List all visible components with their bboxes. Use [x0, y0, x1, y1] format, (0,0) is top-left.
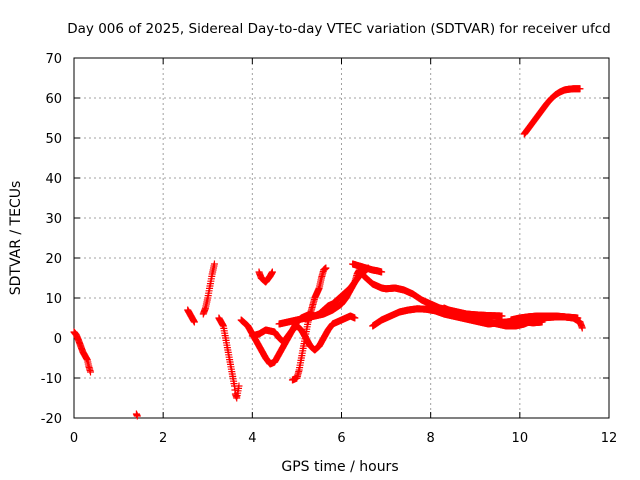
x-tick-label: 12	[601, 431, 618, 446]
series-arc-10	[275, 266, 506, 328]
chart-title: Day 006 of 2025, Sidereal Day-to-day VTE…	[67, 21, 610, 37]
data-point	[378, 268, 386, 276]
data-point	[576, 85, 584, 93]
y-tick-label: 50	[45, 132, 62, 147]
data-point	[190, 318, 198, 326]
y-tick-label: 40	[45, 172, 62, 187]
series-arc-2	[132, 410, 141, 420]
series-arc-8	[255, 268, 276, 286]
data-point	[210, 260, 218, 268]
y-tick-label: -10	[41, 372, 62, 387]
y-tick-label: 0	[54, 332, 62, 347]
y-tick-label: 20	[45, 252, 62, 267]
series-arc-11	[349, 260, 386, 276]
data-point	[322, 264, 330, 272]
x-tick-label: 6	[337, 431, 345, 446]
x-tick-label: 2	[159, 431, 167, 446]
y-tick-label: 60	[45, 92, 62, 107]
x-tick-label: 4	[248, 431, 256, 446]
series-arc-5	[215, 314, 243, 402]
x-tick-label: 10	[512, 431, 529, 446]
data-point	[86, 368, 94, 376]
series-arc-14	[507, 312, 586, 332]
data-point	[235, 382, 243, 390]
data-point	[351, 314, 359, 322]
y-tick-label: -20	[41, 412, 62, 427]
series-arc-9	[288, 264, 330, 384]
x-axis-label: GPS time / hours	[281, 459, 398, 475]
data-point	[133, 412, 141, 420]
series-arc-1	[70, 328, 94, 376]
series-arc-15	[520, 85, 584, 138]
grid-lines	[74, 58, 609, 418]
x-tick-label: 8	[427, 431, 435, 446]
series-arc-3	[184, 306, 198, 326]
x-tick-label: 0	[70, 431, 78, 446]
data-point	[498, 312, 506, 320]
data-point	[578, 324, 586, 332]
data-point	[268, 268, 276, 276]
axis-ticks: 0 2 4 6 8 10 12 -20 -10 0 10 20 30 40 50 60 70	[41, 52, 618, 446]
data-markers	[70, 85, 586, 420]
y-tick-label: 70	[45, 52, 62, 67]
y-tick-label: 10	[45, 292, 62, 307]
y-tick-label: 30	[45, 212, 62, 227]
series-arc-4	[199, 260, 218, 318]
y-axis-label: SDTVAR / TECUs	[8, 181, 24, 296]
